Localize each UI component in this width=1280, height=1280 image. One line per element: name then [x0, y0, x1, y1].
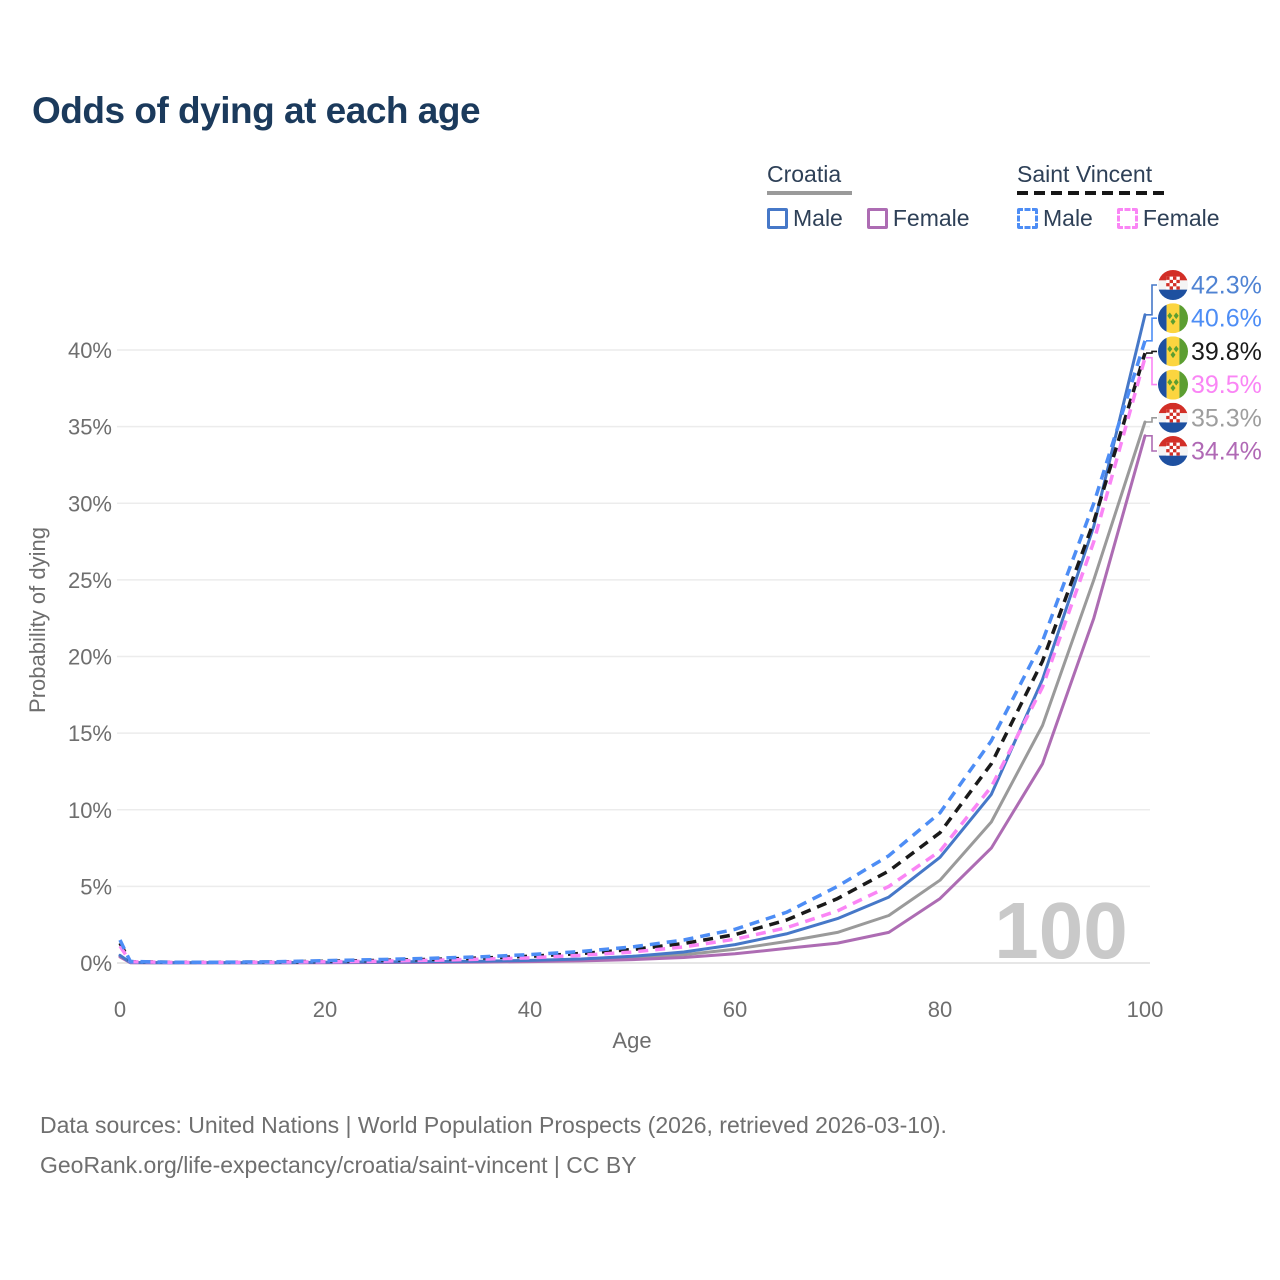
y-tick-15%: 15% — [68, 721, 112, 746]
saint-vincent-flag-icon — [1158, 336, 1188, 367]
y-tick-25%: 25% — [68, 568, 112, 593]
x-tick-20: 20 — [313, 997, 337, 1022]
x-axis-title: Age — [612, 1028, 651, 1053]
license-line: GeoRank.org/life-expectancy/croatia/sain… — [40, 1152, 637, 1178]
x-tick-60: 60 — [723, 997, 747, 1022]
legend-checkbox-croatia-female[interactable] — [866, 208, 888, 229]
end-label-croatia-male: 42.3% — [1191, 272, 1262, 300]
legend-label-croatia-male: Male — [793, 205, 843, 231]
y-tick-0%: 0% — [80, 951, 112, 976]
y-tick-5%: 5% — [80, 874, 112, 899]
y-tick-30%: 30% — [68, 491, 112, 516]
end-label-saint-vincent-female: 39.5% — [1191, 371, 1262, 399]
series-line-saint-vincent-male[interactable] — [118, 340, 1147, 964]
legend-checkbox-croatia-male[interactable] — [767, 208, 788, 229]
legend-item-saint-vincent-male[interactable]: Male — [1017, 205, 1093, 232]
legend-items-croatia: Male Female — [767, 205, 970, 232]
legend-label-saint-vincent-female: Female — [1142, 205, 1220, 231]
label-leader-croatia-male — [1146, 284, 1157, 316]
label-leader-saint-vincent-male — [1146, 317, 1157, 342]
label-leader-saint-vincent-both — [1146, 350, 1157, 354]
legend-group-saint-vincent: Saint Vincent Male Female — [1017, 161, 1220, 232]
legend-checkbox-saint-vincent-male[interactable] — [1017, 208, 1038, 229]
legend-label-saint-vincent-male: Male — [1043, 205, 1093, 231]
series-line-croatia-male[interactable] — [118, 313, 1147, 965]
legend-title-saint-vincent: Saint Vincent — [1017, 161, 1153, 187]
series-line-croatia-female[interactable] — [118, 434, 1147, 965]
x-tick-40: 40 — [518, 997, 542, 1022]
end-label-croatia-both: 35.3% — [1191, 404, 1262, 432]
y-axis-title: Probability of dying — [25, 527, 50, 713]
saint-vincent-flag-icon — [1158, 369, 1188, 400]
end-label-saint-vincent-both: 39.8% — [1191, 338, 1262, 366]
x-tick-100: 100 — [1127, 997, 1164, 1022]
page-title: Odds of dying at each age — [32, 90, 481, 131]
label-leader-croatia-female — [1146, 435, 1157, 452]
legend-title-croatia: Croatia — [767, 161, 842, 187]
max-age-watermark: 100 — [994, 886, 1127, 975]
y-tick-10%: 10% — [68, 798, 112, 823]
series-line-saint-vincent-female[interactable] — [118, 357, 1147, 965]
end-label-croatia-female: 34.4% — [1191, 438, 1262, 466]
legend-items-saint-vincent: Male Female — [1017, 205, 1220, 232]
x-tick-80: 80 — [928, 997, 952, 1022]
label-leader-croatia-both — [1146, 417, 1157, 423]
croatia-flag-icon — [1158, 436, 1188, 466]
legend-item-saint-vincent-female[interactable]: Female — [1116, 205, 1220, 232]
saint-vincent-flag-icon — [1158, 303, 1188, 334]
croatia-flag-icon — [1158, 270, 1188, 300]
legend-label-croatia-female: Female — [892, 205, 970, 231]
legend-group-croatia: Croatia Male Female — [767, 161, 970, 232]
legend-item-croatia-female[interactable]: Female — [866, 205, 970, 232]
end-label-saint-vincent-male: 40.6% — [1191, 305, 1262, 333]
y-tick-35%: 35% — [68, 415, 112, 440]
croatia-flag-icon — [1158, 402, 1188, 433]
source-attribution: Data sources: United Nations | World Pop… — [40, 1105, 947, 1185]
legend-line-swatch-saint-vincent — [1017, 191, 1170, 195]
label-leader-saint-vincent-female — [1146, 356, 1157, 386]
legend-checkbox-saint-vincent-female[interactable] — [1116, 208, 1138, 229]
y-tick-20%: 20% — [68, 645, 112, 670]
legend-item-croatia-male[interactable]: Male — [767, 205, 843, 232]
series-line-saint-vincent-both[interactable] — [118, 352, 1147, 965]
legend-line-swatch-croatia — [767, 191, 852, 195]
y-tick-40%: 40% — [68, 338, 112, 363]
x-tick-0: 0 — [114, 997, 126, 1022]
data-sources-line: Data sources: United Nations | World Pop… — [40, 1112, 947, 1138]
